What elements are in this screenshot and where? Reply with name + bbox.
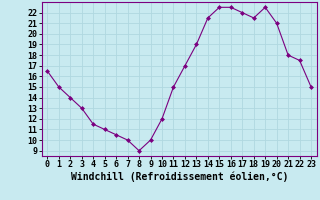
X-axis label: Windchill (Refroidissement éolien,°C): Windchill (Refroidissement éolien,°C) (70, 172, 288, 182)
